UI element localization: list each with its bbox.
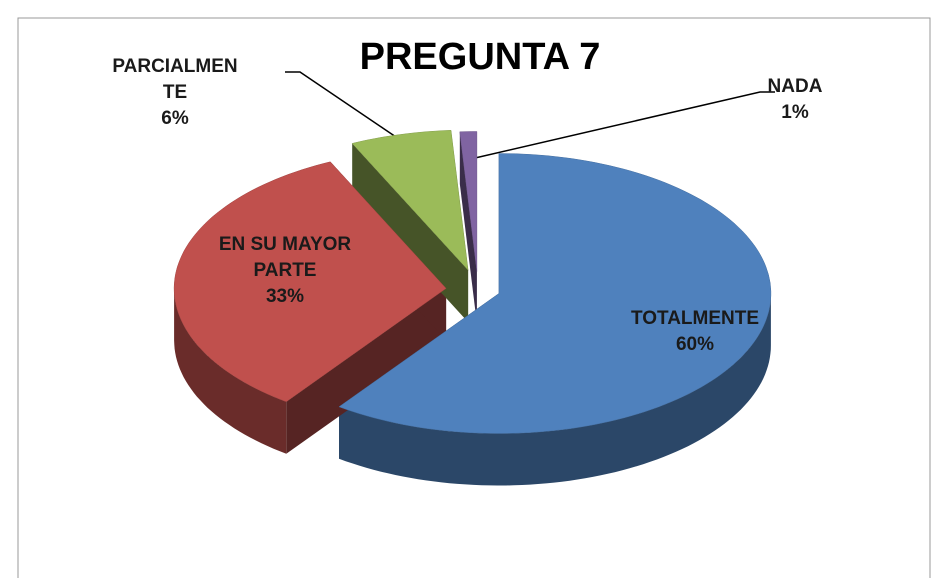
value-label: 6% — [161, 108, 189, 129]
value-label: 1% — [781, 102, 809, 123]
data-label: NADA 1% — [745, 74, 845, 126]
slice-side — [286, 288, 447, 454]
slice-wall — [339, 293, 771, 486]
data-label: EN SU MAYOR PARTE 33% — [200, 232, 370, 310]
data-label: TOTALMENTE 60% — [620, 306, 770, 358]
leader-line — [474, 91, 775, 159]
slice — [351, 130, 469, 271]
category-label: TOTALMENTE — [630, 308, 760, 329]
category-label: EN SU MAYOR PARTE — [218, 234, 352, 281]
leader-line — [285, 71, 431, 161]
slice — [338, 153, 772, 434]
chart-title: PREGUNTA 7 — [359, 36, 601, 78]
slice-wall — [174, 288, 287, 454]
value-label: 60% — [675, 334, 715, 355]
slice-tops — [173, 130, 772, 434]
slice-side — [459, 131, 477, 324]
category-label: NADA — [767, 76, 823, 97]
slice — [173, 161, 447, 402]
slice-side — [352, 143, 469, 323]
category-label: PARCIALMENTE — [112, 56, 238, 103]
slice — [459, 131, 478, 272]
value-label: 33% — [265, 286, 305, 307]
data-label: PARCIALMENTE 6% — [110, 54, 240, 132]
